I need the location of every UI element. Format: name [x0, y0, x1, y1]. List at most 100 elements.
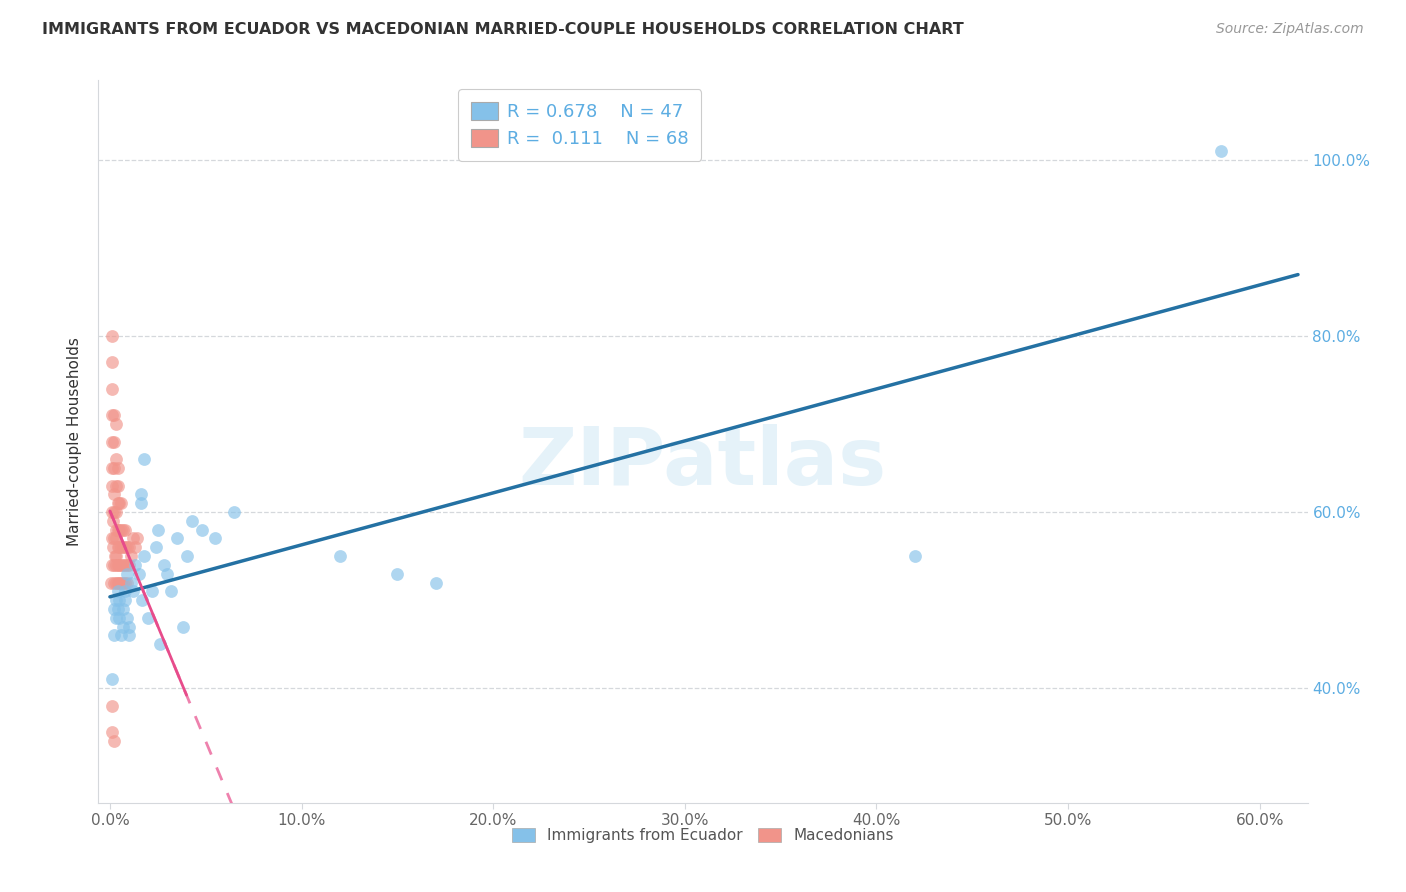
Point [107, 496, 129, 510]
Point [108, 496, 131, 510]
Point [107, 584, 129, 599]
Point [114, 541, 136, 555]
Point [141, 584, 163, 599]
Point [122, 532, 145, 546]
Point [112, 523, 135, 537]
Point [103, 505, 125, 519]
Point [104, 593, 127, 607]
Point [101, 328, 124, 343]
Point [101, 725, 124, 739]
Point [104, 532, 127, 546]
Point [103, 734, 125, 748]
Point [104, 417, 127, 431]
Point [118, 619, 141, 633]
Point [114, 593, 136, 607]
Point [101, 532, 124, 546]
Point [101, 514, 124, 528]
Point [101, 698, 124, 713]
Point [160, 584, 183, 599]
Point [104, 611, 127, 625]
Point [108, 611, 131, 625]
Point [136, 611, 159, 625]
Point [101, 505, 124, 519]
Point [103, 558, 125, 572]
Text: IMMIGRANTS FROM ECUADOR VS MACEDONIAN MARRIED-COUPLE HOUSEHOLDS CORRELATION CHAR: IMMIGRANTS FROM ECUADOR VS MACEDONIAN MA… [42, 22, 965, 37]
Point [103, 532, 125, 546]
Point [131, 593, 153, 607]
Point [104, 478, 127, 492]
Point [114, 584, 136, 599]
Point [112, 619, 135, 633]
Point [114, 575, 136, 590]
Point [124, 541, 146, 555]
Point [166, 532, 188, 546]
Point [101, 673, 124, 687]
Point [100, 575, 122, 590]
Point [104, 452, 127, 467]
Point [104, 575, 127, 590]
Point [115, 575, 138, 590]
Point [125, 532, 148, 546]
Point [104, 549, 127, 563]
Point [103, 602, 125, 616]
Point [101, 461, 124, 475]
Point [103, 434, 125, 449]
Point [387, 566, 409, 581]
Point [107, 461, 129, 475]
Point [152, 558, 174, 572]
Point [145, 541, 167, 555]
Point [110, 523, 132, 537]
Point [122, 584, 145, 599]
Point [134, 452, 156, 467]
Point [149, 637, 172, 651]
Point [128, 566, 150, 581]
Point [107, 523, 129, 537]
Point [110, 575, 132, 590]
Point [110, 541, 132, 555]
Point [108, 558, 131, 572]
Point [101, 355, 124, 369]
Point [101, 558, 124, 572]
Point [112, 602, 135, 616]
Point [103, 628, 125, 642]
Point [112, 575, 135, 590]
Point [118, 628, 141, 642]
Legend: Immigrants from Ecuador, Macedonians: Immigrants from Ecuador, Macedonians [506, 822, 900, 849]
Point [124, 558, 146, 572]
Point [156, 566, 179, 581]
Point [107, 575, 129, 590]
Point [107, 541, 129, 555]
Point [103, 487, 125, 501]
Point [115, 558, 138, 572]
Text: Source: ZipAtlas.com: Source: ZipAtlas.com [1216, 22, 1364, 37]
Point [172, 619, 194, 633]
Point [146, 523, 169, 537]
Point [110, 628, 132, 642]
Point [329, 549, 352, 563]
Point [103, 461, 125, 475]
Point [1211, 144, 1233, 158]
Point [101, 478, 124, 492]
Point [101, 382, 124, 396]
Point [204, 532, 226, 546]
Point [114, 558, 136, 572]
Point [112, 541, 135, 555]
Point [112, 558, 135, 572]
Point [107, 478, 129, 492]
Point [904, 549, 927, 563]
Point [101, 408, 124, 422]
Point [134, 549, 156, 563]
Point [118, 558, 141, 572]
Point [224, 505, 246, 519]
Point [107, 602, 129, 616]
Point [115, 541, 138, 555]
Point [104, 549, 127, 563]
Point [104, 523, 127, 537]
Point [101, 541, 124, 555]
Point [108, 523, 131, 537]
Point [115, 566, 138, 581]
Point [104, 505, 127, 519]
Point [425, 575, 447, 590]
Point [103, 575, 125, 590]
Point [181, 514, 204, 528]
